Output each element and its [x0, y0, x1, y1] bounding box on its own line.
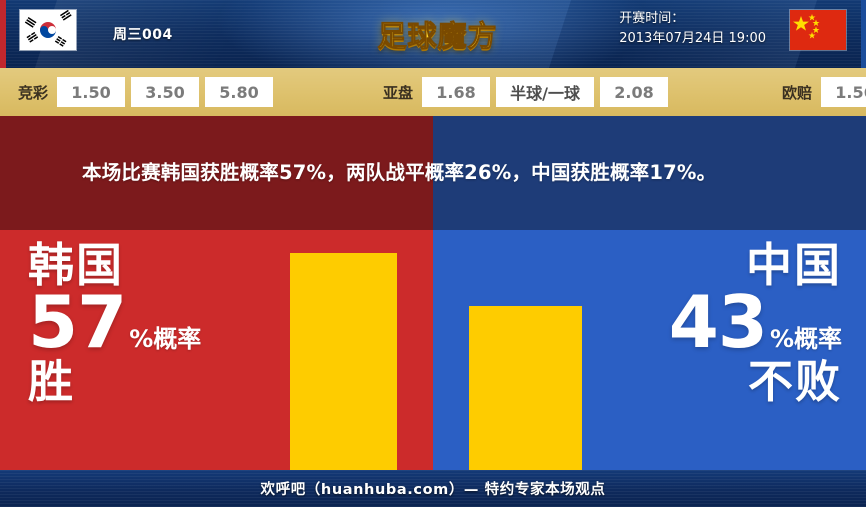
- kickoff-time: 开赛时间： 2013年07月24日 19:00: [619, 9, 766, 49]
- home-team-name: 韩国: [28, 238, 124, 292]
- probability-bar-away: [469, 306, 582, 470]
- away-team-percent-row: 43 %概率: [668, 279, 842, 364]
- odds-group-label: 欧赔: [782, 83, 813, 102]
- odds-group-label: 亚盘: [383, 83, 414, 102]
- odds-group-yapan: 亚盘 1.68 半球/一球 2.08: [383, 68, 674, 116]
- site-logo-text: 足球魔方: [377, 19, 498, 54]
- away-team-name: 中国: [746, 238, 842, 292]
- match-number-label: 周三004: [113, 27, 173, 43]
- china-flag-icon: [790, 10, 846, 50]
- footer-credit-text: 欢呼吧（huanhuba.com）— 特约专家本场观点: [260, 482, 606, 498]
- odds-cell[interactable]: 1.56: [821, 77, 866, 107]
- home-team-readout: 韩国 57 %概率 胜: [28, 242, 201, 406]
- home-team-percent-row: 57 %概率: [28, 279, 202, 364]
- probability-bar-home: [290, 253, 397, 470]
- odds-bar: 竞彩 1.50 3.50 5.80 亚盘 1.68 半球/一球 2.08 欧赔 …: [0, 68, 866, 116]
- home-team-percent-suffix: %概率: [129, 324, 202, 353]
- kickoff-value: 2013年07月24日 19:00: [619, 31, 766, 47]
- odds-group-jingcai: 竞彩 1.50 3.50 5.80: [18, 68, 279, 116]
- south-korea-flag-icon: [20, 10, 76, 50]
- site-logo: 足球魔方: [355, 8, 520, 60]
- kickoff-label: 开赛时间：: [619, 11, 685, 26]
- header-left-edge-accent: [0, 0, 6, 68]
- odds-cell[interactable]: 2.08: [600, 77, 669, 107]
- odds-cell-handicap[interactable]: 半球/一球: [496, 77, 595, 107]
- home-team-percent-value: 57: [28, 279, 127, 364]
- away-team-readout: 中国 43 %概率 不败: [669, 242, 842, 406]
- footer-bar: 欢呼吧（huanhuba.com）— 特约专家本场观点: [0, 470, 866, 507]
- header-bar: 周三004 足球魔方 开赛时间： 2013年07月24日 19:00: [0, 0, 866, 68]
- odds-cell[interactable]: 1.50: [57, 77, 126, 107]
- away-team-outcome: 不败: [747, 355, 842, 409]
- odds-group-oupei: 欧赔 1.56 3.71 5.72: [782, 68, 866, 116]
- odds-cell[interactable]: 1.68: [422, 77, 491, 107]
- odds-cell[interactable]: 5.80: [205, 77, 274, 107]
- odds-cell[interactable]: 3.50: [131, 77, 200, 107]
- odds-group-label: 竞彩: [18, 83, 49, 102]
- home-team-outcome: 胜: [28, 355, 76, 409]
- away-team-percent-value: 43: [668, 279, 768, 364]
- away-team-percent-suffix: %概率: [769, 324, 842, 353]
- header-right-edge-accent: [861, 0, 866, 68]
